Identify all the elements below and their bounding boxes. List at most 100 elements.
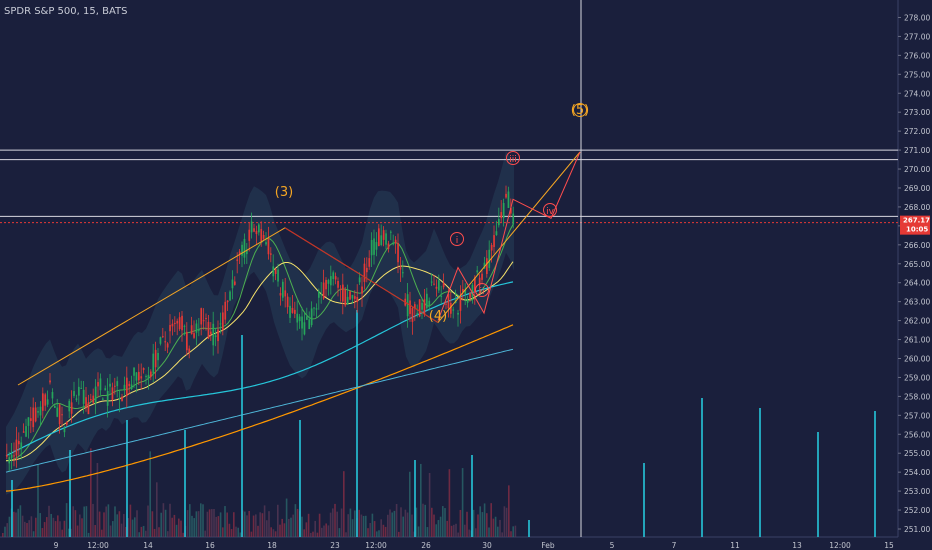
candle-body xyxy=(457,312,459,315)
candle-body xyxy=(337,280,339,288)
volume-bar xyxy=(325,523,327,537)
current-price-badge xyxy=(900,215,930,235)
candle-body xyxy=(18,440,20,445)
volume-bar xyxy=(178,518,180,537)
x-tick-label: 16 xyxy=(205,541,215,550)
volume-bar xyxy=(472,509,475,537)
x-tick-label: 11 xyxy=(730,541,740,550)
volume-bar xyxy=(312,531,314,537)
volume-bar xyxy=(129,504,132,537)
volume-bar xyxy=(347,514,349,537)
candle-body xyxy=(294,309,296,314)
volume-bar xyxy=(411,514,413,537)
volume-bar xyxy=(228,523,231,537)
volume-bar xyxy=(151,511,154,537)
candle-body xyxy=(414,304,416,309)
volume-bar xyxy=(497,526,499,537)
candle-body xyxy=(73,391,75,396)
volume-bar xyxy=(13,511,15,537)
candle-body xyxy=(433,283,435,285)
volume-bar xyxy=(213,508,215,537)
volume-bar xyxy=(68,528,70,537)
volume-bar xyxy=(175,524,178,537)
candle-body xyxy=(128,383,131,387)
volume-bar xyxy=(30,516,33,537)
volume-bar xyxy=(279,524,281,537)
volume-bar xyxy=(351,519,354,537)
candle-body xyxy=(296,313,299,323)
candle-body xyxy=(363,263,366,282)
candle-body xyxy=(325,279,327,290)
candle-body xyxy=(30,418,32,421)
volume-bar xyxy=(305,522,308,537)
candle-body xyxy=(510,208,512,214)
volume-bar xyxy=(501,532,503,537)
volume-bar xyxy=(118,511,121,537)
y-tick-label: 263.00 xyxy=(904,298,930,307)
volume-bar xyxy=(164,509,167,537)
volume-bar xyxy=(114,506,116,537)
volume-bar xyxy=(321,527,323,537)
volume-bar xyxy=(226,512,228,537)
candle-body xyxy=(97,382,99,387)
volume-bar xyxy=(376,531,378,537)
volume-bar xyxy=(171,517,173,537)
volume-bar xyxy=(461,468,464,537)
candle-body xyxy=(51,392,54,399)
candle-body xyxy=(368,258,371,267)
candle-body xyxy=(150,371,152,377)
candle-body xyxy=(452,309,455,311)
volume-bar xyxy=(136,510,138,537)
ma-slow-line xyxy=(5,281,514,457)
candle-body xyxy=(70,402,73,414)
volume-bar xyxy=(428,472,431,537)
candle-body xyxy=(270,253,272,255)
candle-body xyxy=(282,281,284,298)
y-tick-label: 266.00 xyxy=(904,241,930,250)
volume-bar xyxy=(382,524,385,537)
volume-bar xyxy=(272,529,275,537)
candle-body xyxy=(438,280,440,291)
volume-bar xyxy=(283,523,286,537)
candle-body xyxy=(378,228,380,247)
volume-bar xyxy=(204,530,206,537)
candle-body xyxy=(284,290,287,297)
volume-bar xyxy=(369,522,371,537)
x-tick-label: 5 xyxy=(610,541,615,550)
candle-body xyxy=(385,233,387,245)
volume-bar xyxy=(450,525,453,537)
volume-bar xyxy=(393,510,396,537)
candle-body xyxy=(428,300,431,306)
x-tick-label: 13 xyxy=(792,541,802,550)
volume-bar xyxy=(48,505,50,537)
y-tick-label: 273.00 xyxy=(904,108,930,117)
volume-bar xyxy=(103,512,105,537)
volume-bar xyxy=(402,516,404,537)
volume-bar xyxy=(107,504,110,537)
x-tick-label: 12:00 xyxy=(829,541,851,550)
candle-body xyxy=(154,349,157,368)
candle-body xyxy=(349,291,351,300)
volume-bar xyxy=(120,523,123,537)
candle-body xyxy=(406,294,409,317)
ma-long-line xyxy=(5,348,514,473)
candle-body xyxy=(37,411,39,413)
candle-body xyxy=(145,376,147,378)
candle-body xyxy=(486,258,488,274)
ma-fast-line xyxy=(5,224,514,462)
volume-bar xyxy=(131,519,134,537)
volume-bar xyxy=(127,518,129,537)
candle-body xyxy=(226,300,229,303)
candle-body xyxy=(289,305,291,318)
candle-body xyxy=(320,294,323,296)
candle-body xyxy=(390,231,392,233)
candle-body xyxy=(310,308,313,326)
candle-body xyxy=(147,374,150,379)
volume-bar xyxy=(50,513,52,537)
candle-body xyxy=(387,243,390,249)
candle-body xyxy=(416,313,419,315)
volume-bar xyxy=(57,515,59,537)
y-tick-label: 272.00 xyxy=(904,127,930,136)
